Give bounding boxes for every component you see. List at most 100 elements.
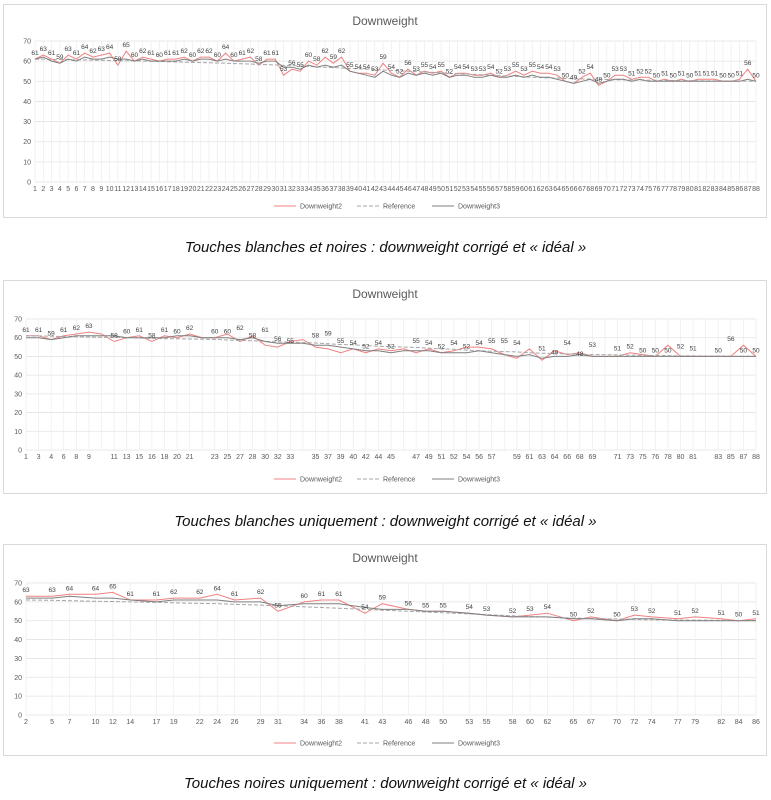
- x-tick-label: 73: [626, 454, 634, 461]
- data-label: 61: [73, 50, 81, 57]
- data-label: 50: [652, 347, 660, 354]
- x-tick-label: 12: [109, 719, 117, 726]
- y-tick-label: 60: [14, 599, 22, 606]
- data-label: 52: [446, 68, 454, 75]
- x-tick-label: 29: [257, 719, 265, 726]
- data-label: 52: [362, 344, 370, 351]
- data-label: 52: [677, 344, 685, 351]
- x-tick-label: 5: [50, 719, 54, 726]
- x-tick-label: 10: [92, 719, 100, 726]
- x-tick-label: 78: [664, 454, 672, 461]
- data-label: 55: [337, 338, 345, 345]
- x-tick-label: 31: [274, 719, 282, 726]
- data-label: 55: [346, 62, 354, 69]
- data-label: 50: [686, 72, 694, 79]
- x-tick-label: 64: [553, 186, 561, 193]
- x-tick-label: 63: [545, 186, 553, 193]
- x-tick-label: 12: [122, 186, 130, 193]
- data-label: 61: [161, 327, 169, 334]
- x-tick-label: 11: [110, 454, 117, 461]
- x-tick-label: 24: [222, 186, 230, 193]
- data-label: 64: [92, 585, 100, 592]
- data-label: 52: [648, 608, 656, 615]
- data-label: 53: [504, 66, 512, 73]
- data-label: 50: [562, 72, 570, 79]
- x-tick-label: 83: [714, 454, 722, 461]
- data-label: 51: [718, 610, 726, 617]
- data-label: 64: [66, 585, 74, 592]
- data-label: 54: [454, 64, 462, 71]
- data-label: 53: [611, 66, 619, 73]
- data-label: 62: [139, 48, 147, 55]
- x-tick-label: 39: [346, 186, 354, 193]
- data-label: 54: [363, 64, 371, 71]
- x-tick-label: 27: [247, 186, 255, 193]
- data-label: 53: [553, 66, 561, 73]
- x-tick-label: 69: [588, 454, 596, 461]
- x-tick-label: 37: [329, 186, 337, 193]
- data-label: 54: [429, 64, 437, 71]
- data-label: 62: [236, 325, 244, 332]
- x-tick-label: 61: [526, 454, 534, 461]
- x-tick-label: 18: [161, 454, 169, 461]
- y-tick-label: 70: [14, 317, 22, 324]
- x-tick-label: 8: [91, 186, 95, 193]
- x-tick-label: 53: [465, 719, 473, 726]
- data-label: 56: [744, 60, 752, 67]
- data-label: 62: [89, 48, 97, 55]
- data-label: 64: [214, 585, 222, 592]
- y-tick-label: 20: [14, 675, 22, 682]
- x-tick-label: 30: [261, 454, 269, 461]
- data-label: 60: [211, 329, 219, 336]
- chart-title: Downweight: [352, 14, 418, 28]
- x-tick-label: 16: [148, 454, 156, 461]
- x-tick-label: 47: [412, 186, 420, 193]
- data-label: 54: [545, 64, 553, 71]
- y-tick-label: 50: [14, 354, 22, 361]
- chart-panel-3: Downweight 0 10 20 30 40 50 60 70 2 5 7 10 12 14 17 19 22…: [0, 540, 771, 800]
- data-label: 62: [338, 48, 346, 55]
- y-tick-label: 60: [14, 335, 22, 342]
- data-label: 59: [48, 331, 56, 338]
- x-tick-label: 88: [752, 186, 760, 193]
- data-label: 56: [405, 600, 413, 607]
- data-label: 53: [371, 66, 379, 73]
- x-tick-label: 2: [24, 719, 28, 726]
- data-label: 64: [106, 44, 114, 51]
- data-label: 58: [114, 56, 122, 63]
- data-label: 60: [123, 329, 131, 336]
- data-label: 55: [297, 62, 305, 69]
- data-label: 61: [335, 591, 343, 598]
- y-tick-label: 50: [14, 618, 22, 625]
- x-tick-label: 36: [318, 719, 326, 726]
- x-tick-label: 24: [213, 719, 221, 726]
- data-label: 61: [22, 327, 30, 334]
- x-tick-label: 55: [483, 719, 491, 726]
- data-label: 52: [509, 608, 517, 615]
- data-label: 53: [526, 606, 534, 613]
- data-label: 61: [35, 327, 43, 334]
- legend-label: Downweight2: [300, 477, 342, 484]
- x-tick-label: 88: [752, 454, 760, 461]
- data-label: 58: [249, 332, 257, 339]
- data-label: 62: [205, 48, 213, 55]
- data-label: 61: [147, 50, 155, 57]
- data-label: 54: [355, 64, 363, 71]
- x-tick-label: 71: [614, 454, 622, 461]
- data-label: 53: [483, 606, 491, 613]
- x-tick-label: 79: [691, 719, 699, 726]
- x-tick-label: 28: [249, 454, 257, 461]
- data-label: 63: [22, 587, 30, 594]
- data-label: 62: [170, 589, 178, 596]
- x-tick-label: 76: [653, 186, 661, 193]
- x-tick-label: 7: [83, 186, 87, 193]
- data-label: 52: [627, 344, 635, 351]
- data-label: 58: [312, 332, 320, 339]
- data-label: 55: [413, 338, 421, 345]
- x-tick-label: 32: [274, 454, 282, 461]
- data-label: 55: [440, 602, 448, 609]
- legend-label: Reference: [383, 741, 415, 748]
- data-label: 63: [85, 323, 93, 330]
- y-tick-label: 10: [14, 429, 22, 436]
- data-label: 53: [620, 66, 628, 73]
